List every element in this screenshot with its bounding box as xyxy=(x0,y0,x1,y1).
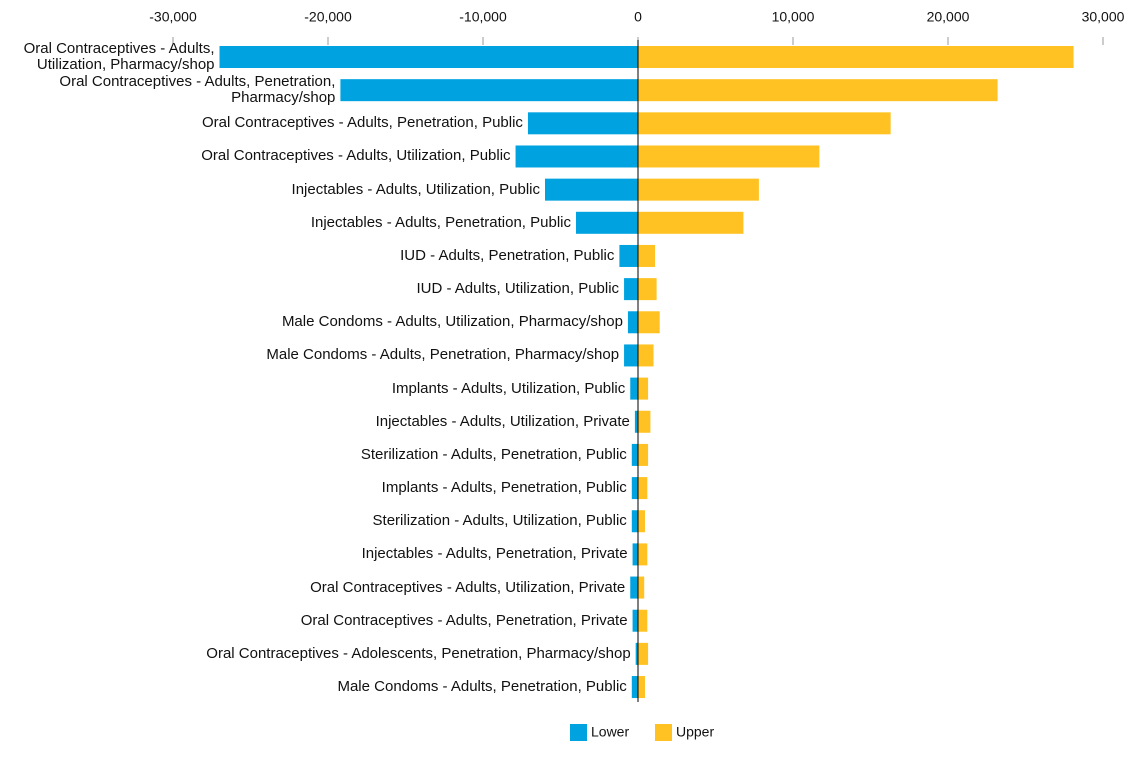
category-label: Implants - Adults, Penetration, Public xyxy=(381,479,627,497)
bar xyxy=(638,211,744,234)
category-label: Implants - Adults, Utilization, Public xyxy=(391,379,626,397)
category-label: Sterilization - Adults, Penetration, Pub… xyxy=(360,445,627,463)
bar xyxy=(219,46,638,68)
bar xyxy=(631,510,638,533)
category-label: IUD - Adults, Utilization, Public xyxy=(416,280,620,298)
bar xyxy=(630,377,638,400)
bar xyxy=(638,79,998,102)
bar xyxy=(632,609,638,632)
x-tick-label: 0 xyxy=(634,9,642,25)
bar xyxy=(638,609,648,632)
category-label: Injectables - Adults, Penetration, Publi… xyxy=(310,213,571,231)
category-label: Injectables - Adults, Penetration, Priva… xyxy=(361,545,628,563)
bar xyxy=(638,46,1074,68)
bar xyxy=(638,178,759,201)
bar xyxy=(638,410,651,433)
bar xyxy=(631,443,638,466)
category-label: IUD - Adults, Penetration, Public xyxy=(400,246,615,264)
bar xyxy=(638,443,649,466)
bar xyxy=(638,543,648,566)
bar xyxy=(638,576,645,599)
legend-swatch xyxy=(655,724,672,741)
bar xyxy=(576,211,638,234)
x-tick-label: 10,000 xyxy=(772,9,815,25)
category-label: Oral Contraceptives - Adults, Utilizatio… xyxy=(23,40,215,73)
bar xyxy=(638,676,645,699)
bar xyxy=(624,278,638,301)
bar xyxy=(638,278,657,301)
category-label: Injectables - Adults, Utilization, Priva… xyxy=(375,412,630,430)
category-label: Oral Contraceptives - Adults, Penetratio… xyxy=(201,114,523,132)
category-label: Sterilization - Adults, Utilization, Pub… xyxy=(372,512,627,530)
bar xyxy=(638,344,654,367)
bar xyxy=(631,477,638,500)
bar xyxy=(638,642,649,665)
category-label: Injectables - Adults, Utilization, Publi… xyxy=(291,180,540,198)
category-label: Male Condoms - Adults, Utilization, Phar… xyxy=(281,313,623,331)
x-tick-label: -20,000 xyxy=(304,9,352,25)
bar xyxy=(635,642,638,665)
bar xyxy=(638,510,645,533)
category-label: Male Condoms - Adults, Penetration, Publ… xyxy=(337,678,627,696)
category-label: Oral Contraceptives - Adolescents, Penet… xyxy=(206,644,631,662)
bar xyxy=(638,244,656,267)
bar xyxy=(638,477,648,500)
bar xyxy=(340,79,638,102)
category-label: Oral Contraceptives - Adults, Utilizatio… xyxy=(310,578,626,596)
x-tick-label: 30,000 xyxy=(1082,9,1125,25)
bar xyxy=(627,311,638,334)
bar xyxy=(638,112,891,135)
bar xyxy=(624,344,638,367)
bar xyxy=(638,311,660,334)
category-label: Oral Contraceptives - Adults, Penetratio… xyxy=(300,611,628,629)
bar xyxy=(632,543,638,566)
bar xyxy=(619,244,638,267)
x-tick-label: 20,000 xyxy=(927,9,970,25)
legend-swatch xyxy=(570,724,587,741)
bar xyxy=(527,112,638,135)
category-label: Oral Contraceptives - Adults, Penetratio… xyxy=(59,73,336,107)
bar xyxy=(515,145,638,168)
bar xyxy=(631,676,638,699)
bar xyxy=(634,410,638,433)
category-label: Oral Contraceptives - Adults, Utilizatio… xyxy=(201,147,511,165)
bar xyxy=(638,145,820,168)
category-label: Male Condoms - Adults, Penetration, Phar… xyxy=(266,346,620,364)
bar xyxy=(545,178,638,201)
bar xyxy=(638,377,649,400)
x-tick-label: -30,000 xyxy=(149,9,197,25)
bar xyxy=(630,576,638,599)
x-tick-label: -10,000 xyxy=(459,9,507,25)
legend-label: Lower xyxy=(591,724,629,740)
legend-label: Upper xyxy=(676,724,714,740)
